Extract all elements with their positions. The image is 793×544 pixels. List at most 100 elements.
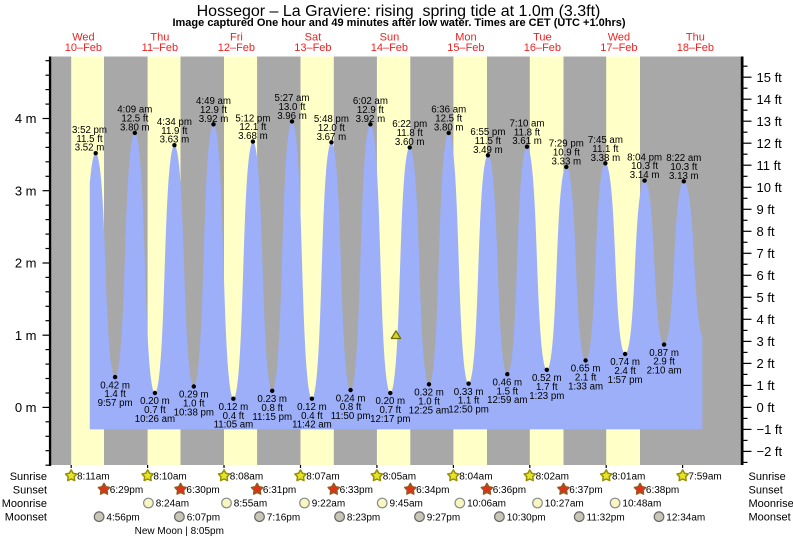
svg-text:0 m: 0 m xyxy=(15,400,37,415)
svg-text:18–Feb: 18–Feb xyxy=(677,42,714,54)
svg-text:1 ft: 1 ft xyxy=(757,378,775,393)
svg-text:8:02am: 8:02am xyxy=(536,471,569,482)
svg-text:Image captured One hour and 49: Image captured One hour and 49 minutes a… xyxy=(172,17,625,29)
svg-text:6:33pm: 6:33pm xyxy=(340,485,373,496)
svg-text:Moonrise: Moonrise xyxy=(2,498,47,510)
svg-text:2 m: 2 m xyxy=(15,256,37,271)
svg-text:5 ft: 5 ft xyxy=(757,290,775,305)
svg-text:11:05 am: 11:05 am xyxy=(214,420,254,431)
svg-text:8:23pm: 8:23pm xyxy=(347,512,380,523)
svg-text:0 ft: 0 ft xyxy=(757,400,775,415)
svg-text:8:04am: 8:04am xyxy=(459,471,492,482)
svg-text:4 m: 4 m xyxy=(15,111,37,126)
svg-text:7:59am: 7:59am xyxy=(688,471,721,482)
svg-text:11:32pm: 11:32pm xyxy=(587,512,625,523)
svg-text:3 ft: 3 ft xyxy=(757,334,775,349)
svg-text:New Moon | 8:05pm: New Moon | 8:05pm xyxy=(135,526,224,537)
svg-text:2:10 am: 2:10 am xyxy=(647,366,682,377)
svg-text:12:17 pm: 12:17 pm xyxy=(370,414,410,425)
svg-text:Sunset: Sunset xyxy=(749,484,783,496)
svg-text:Moonset: Moonset xyxy=(749,512,791,524)
svg-text:3.38 m: 3.38 m xyxy=(591,153,621,164)
svg-text:8:01am: 8:01am xyxy=(612,471,645,482)
svg-text:7 ft: 7 ft xyxy=(757,246,775,261)
svg-text:−1 ft: −1 ft xyxy=(757,422,783,437)
svg-text:6:29pm: 6:29pm xyxy=(110,485,143,496)
svg-text:6:37pm: 6:37pm xyxy=(569,485,602,496)
svg-text:13–Feb: 13–Feb xyxy=(294,42,331,54)
svg-text:3.80 m: 3.80 m xyxy=(434,122,464,133)
svg-text:9:27pm: 9:27pm xyxy=(427,512,460,523)
svg-text:3.60 m: 3.60 m xyxy=(395,137,425,148)
svg-text:3.68 m: 3.68 m xyxy=(238,131,268,142)
svg-text:1:33 am: 1:33 am xyxy=(568,382,603,393)
svg-text:6:07pm: 6:07pm xyxy=(187,512,220,523)
svg-text:13 ft: 13 ft xyxy=(757,114,783,129)
svg-text:3.13 m: 3.13 m xyxy=(669,171,699,182)
svg-text:3.80 m: 3.80 m xyxy=(120,122,150,133)
svg-text:1 m: 1 m xyxy=(15,328,37,343)
svg-text:11:50 pm: 11:50 pm xyxy=(331,411,371,422)
svg-text:Moonrise: Moonrise xyxy=(749,498,793,510)
svg-text:10–Feb: 10–Feb xyxy=(65,42,102,54)
svg-text:9:45am: 9:45am xyxy=(390,499,423,510)
svg-text:10:48am: 10:48am xyxy=(622,499,661,510)
svg-text:11:42 am: 11:42 am xyxy=(292,420,332,431)
svg-text:12:25 am: 12:25 am xyxy=(409,405,449,416)
svg-text:10:27am: 10:27am xyxy=(545,499,584,510)
svg-text:8:07am: 8:07am xyxy=(306,471,339,482)
svg-text:11 ft: 11 ft xyxy=(757,158,782,173)
svg-text:16–Feb: 16–Feb xyxy=(524,42,561,54)
svg-text:3.67 m: 3.67 m xyxy=(317,132,347,143)
svg-text:4 ft: 4 ft xyxy=(757,312,775,327)
svg-text:11:15 pm: 11:15 pm xyxy=(252,412,292,423)
svg-text:9 ft: 9 ft xyxy=(757,202,775,217)
svg-text:9:22am: 9:22am xyxy=(312,499,345,510)
svg-text:3.49 m: 3.49 m xyxy=(473,145,503,156)
svg-text:3.92 m: 3.92 m xyxy=(199,114,229,125)
svg-text:8:24am: 8:24am xyxy=(156,499,189,510)
svg-text:14–Feb: 14–Feb xyxy=(371,42,408,54)
svg-text:Sunset: Sunset xyxy=(13,484,47,496)
svg-text:6 ft: 6 ft xyxy=(757,268,775,283)
svg-text:12:50 pm: 12:50 pm xyxy=(448,405,488,416)
svg-text:3.33 m: 3.33 m xyxy=(551,156,581,167)
svg-text:3.14 m: 3.14 m xyxy=(630,170,660,181)
svg-text:Sunrise: Sunrise xyxy=(10,471,47,483)
svg-text:10:38 pm: 10:38 pm xyxy=(174,408,214,419)
svg-text:7:16pm: 7:16pm xyxy=(267,512,300,523)
svg-text:8:08am: 8:08am xyxy=(230,471,263,482)
svg-text:4:56pm: 4:56pm xyxy=(106,512,139,523)
svg-text:3.52 m: 3.52 m xyxy=(75,143,105,154)
svg-text:9:57 pm: 9:57 pm xyxy=(98,398,133,409)
svg-text:12 ft: 12 ft xyxy=(757,136,783,151)
svg-text:12–Feb: 12–Feb xyxy=(218,42,255,54)
svg-text:12:34am: 12:34am xyxy=(666,512,705,523)
svg-text:10:06am: 10:06am xyxy=(467,499,506,510)
svg-text:6:34pm: 6:34pm xyxy=(416,485,449,496)
svg-text:8:11am: 8:11am xyxy=(77,471,110,482)
svg-text:10 ft: 10 ft xyxy=(757,180,783,195)
svg-text:8:05am: 8:05am xyxy=(383,471,416,482)
svg-text:6:38pm: 6:38pm xyxy=(646,485,679,496)
svg-text:1:23 pm: 1:23 pm xyxy=(529,391,564,402)
svg-text:10:26 am: 10:26 am xyxy=(135,414,175,425)
svg-text:12:59 am: 12:59 am xyxy=(487,395,527,406)
svg-text:2 ft: 2 ft xyxy=(757,356,775,371)
svg-text:6:36pm: 6:36pm xyxy=(493,485,526,496)
svg-text:Moonset: Moonset xyxy=(5,512,47,524)
svg-text:8 ft: 8 ft xyxy=(757,224,775,239)
svg-text:6:30pm: 6:30pm xyxy=(186,485,219,496)
svg-text:Sunrise: Sunrise xyxy=(749,471,786,483)
svg-text:8:10am: 8:10am xyxy=(153,471,186,482)
svg-text:3 m: 3 m xyxy=(15,183,37,198)
svg-text:3.96 m: 3.96 m xyxy=(277,111,307,122)
svg-text:15–Feb: 15–Feb xyxy=(447,42,484,54)
svg-text:14 ft: 14 ft xyxy=(757,92,783,107)
svg-text:10:30pm: 10:30pm xyxy=(507,512,546,523)
svg-text:−2 ft: −2 ft xyxy=(757,444,783,459)
svg-text:6:31pm: 6:31pm xyxy=(263,485,296,496)
svg-text:3.92 m: 3.92 m xyxy=(356,114,386,125)
svg-text:17–Feb: 17–Feb xyxy=(600,42,637,54)
svg-text:3.63 m: 3.63 m xyxy=(160,135,190,146)
